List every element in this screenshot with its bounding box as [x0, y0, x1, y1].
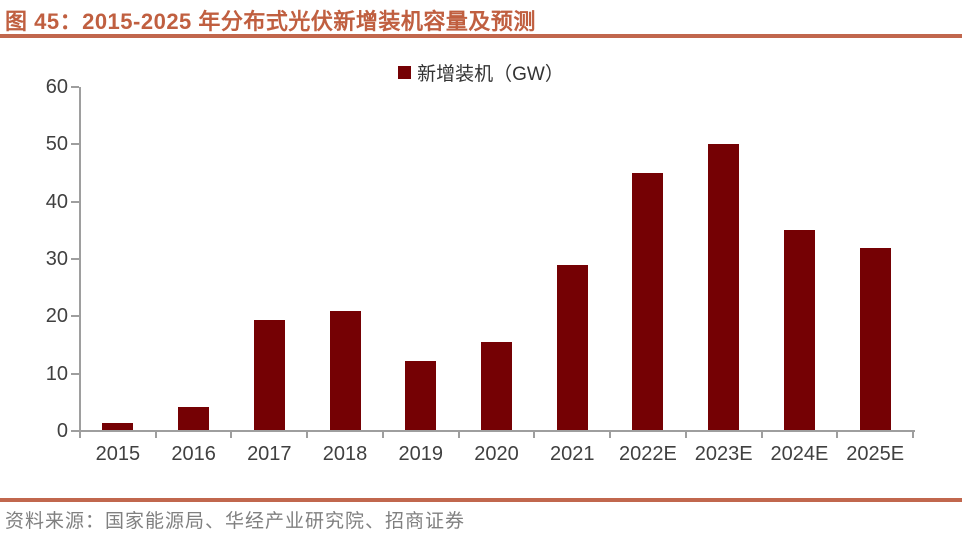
legend-swatch-icon — [398, 66, 412, 79]
y-tick-label: 50 — [45, 133, 68, 156]
x-axis-label: 2025E — [846, 443, 905, 465]
y-tick-label: 30 — [45, 248, 68, 270]
source-note: 资料来源：国家能源局、华经产业研究院、招商证券 — [5, 511, 466, 532]
x-tick — [533, 432, 536, 438]
plot-area: 0 10 20 30 40 50 60 2015 2016 2017 2018 2019 2020 202… — [46, 76, 915, 465]
bar-2016 — [178, 406, 210, 431]
x-tick — [306, 432, 309, 438]
x-axis-label: 2023E — [694, 443, 753, 465]
y-tick — [71, 315, 79, 318]
x-axis-label: 2016 — [171, 443, 216, 465]
x-axis-label: 2019 — [398, 443, 444, 465]
chart-legend: 新增装机（GW） — [0, 59, 962, 86]
x-axis-label: 2018 — [322, 443, 368, 465]
y-axis-line — [79, 87, 81, 432]
bar-2023E — [708, 144, 740, 431]
bar-2024E — [783, 230, 815, 431]
y-tick — [71, 372, 79, 375]
y-tick-label: 40 — [45, 190, 68, 213]
y-tick — [71, 143, 79, 146]
y-tick-label: 60 — [45, 76, 68, 98]
x-tick — [836, 432, 839, 438]
x-tick — [609, 432, 612, 438]
x-tick — [79, 432, 81, 438]
x-tick — [760, 432, 763, 438]
bar-2018 — [329, 310, 361, 431]
x-tick — [154, 432, 157, 438]
bar-2015 — [102, 422, 134, 431]
bar-2020 — [481, 342, 512, 431]
source-divider — [0, 498, 962, 502]
bar-2019 — [405, 361, 437, 431]
x-tick — [381, 432, 384, 438]
title-divider — [0, 34, 962, 38]
y-tick — [71, 258, 79, 260]
x-axis-label: 2020 — [474, 443, 519, 465]
y-tick-label: 10 — [45, 362, 68, 385]
x-axis-label: 2015 — [95, 443, 141, 465]
figure-title: 图 45：2015-2025 年分布式光伏新增装机容量及预测 — [5, 9, 536, 34]
x-axis-label: 2022E — [619, 443, 677, 465]
x-tick — [684, 432, 687, 438]
bar-2021 — [556, 264, 588, 431]
x-axis-label: 2017 — [247, 443, 292, 465]
x-tick — [230, 432, 233, 438]
y-tick — [71, 200, 79, 203]
legend-label: 新增装机（GW） — [417, 64, 564, 85]
x-axis-line — [79, 430, 915, 432]
y-tick — [71, 86, 79, 88]
y-tick-label: 0 — [56, 420, 68, 442]
y-tick-label: 20 — [45, 305, 68, 328]
x-axis-label: 2021 — [549, 443, 595, 465]
x-tick — [457, 432, 460, 438]
bar-2017 — [253, 319, 285, 431]
bar-2022E — [632, 173, 664, 431]
bar-2025E — [859, 247, 891, 431]
y-tick — [71, 430, 79, 432]
x-axis-label: 2024E — [770, 443, 829, 465]
x-tick — [912, 432, 914, 438]
